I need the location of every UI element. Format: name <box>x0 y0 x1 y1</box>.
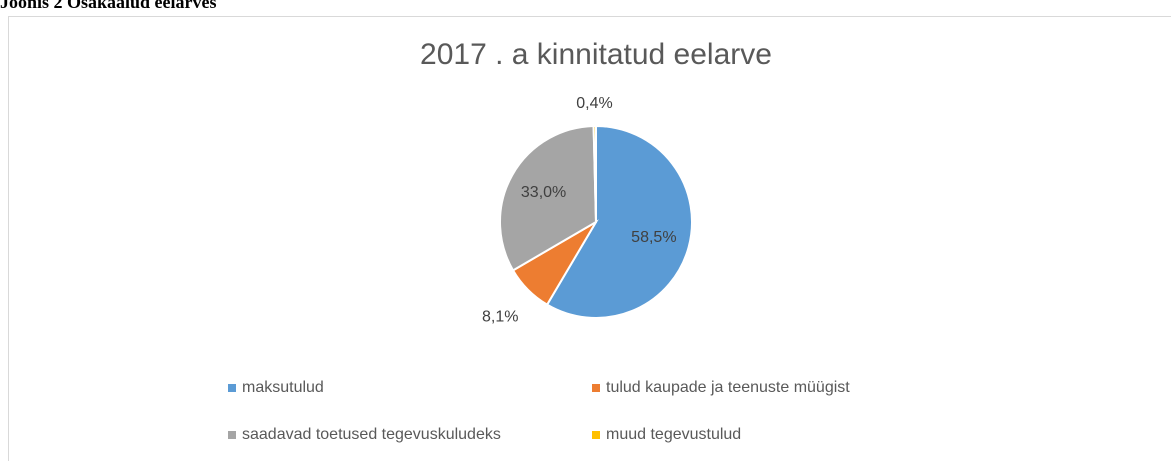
legend-swatch <box>592 431 600 439</box>
data-label: 33,0% <box>521 184 566 201</box>
legend-label: maksutulud <box>242 379 324 396</box>
legend-label: saadavad toetused tegevuskuludeks <box>242 426 501 443</box>
caption: Joonis 2 Osakaalud eelarves <box>0 0 217 12</box>
legend-swatch <box>592 384 600 392</box>
legend-label: muud tegevustulud <box>606 426 741 443</box>
legend-label: tulud kaupade ja teenuste müügist <box>606 379 850 396</box>
data-label: 0,4% <box>576 95 612 112</box>
legend-swatch <box>228 384 236 392</box>
chart-title: 2017 . a kinnitatud eelarve <box>420 38 772 71</box>
legend-swatch <box>228 431 236 439</box>
data-label: 58,5% <box>631 229 676 246</box>
data-label: 8,1% <box>482 308 518 325</box>
